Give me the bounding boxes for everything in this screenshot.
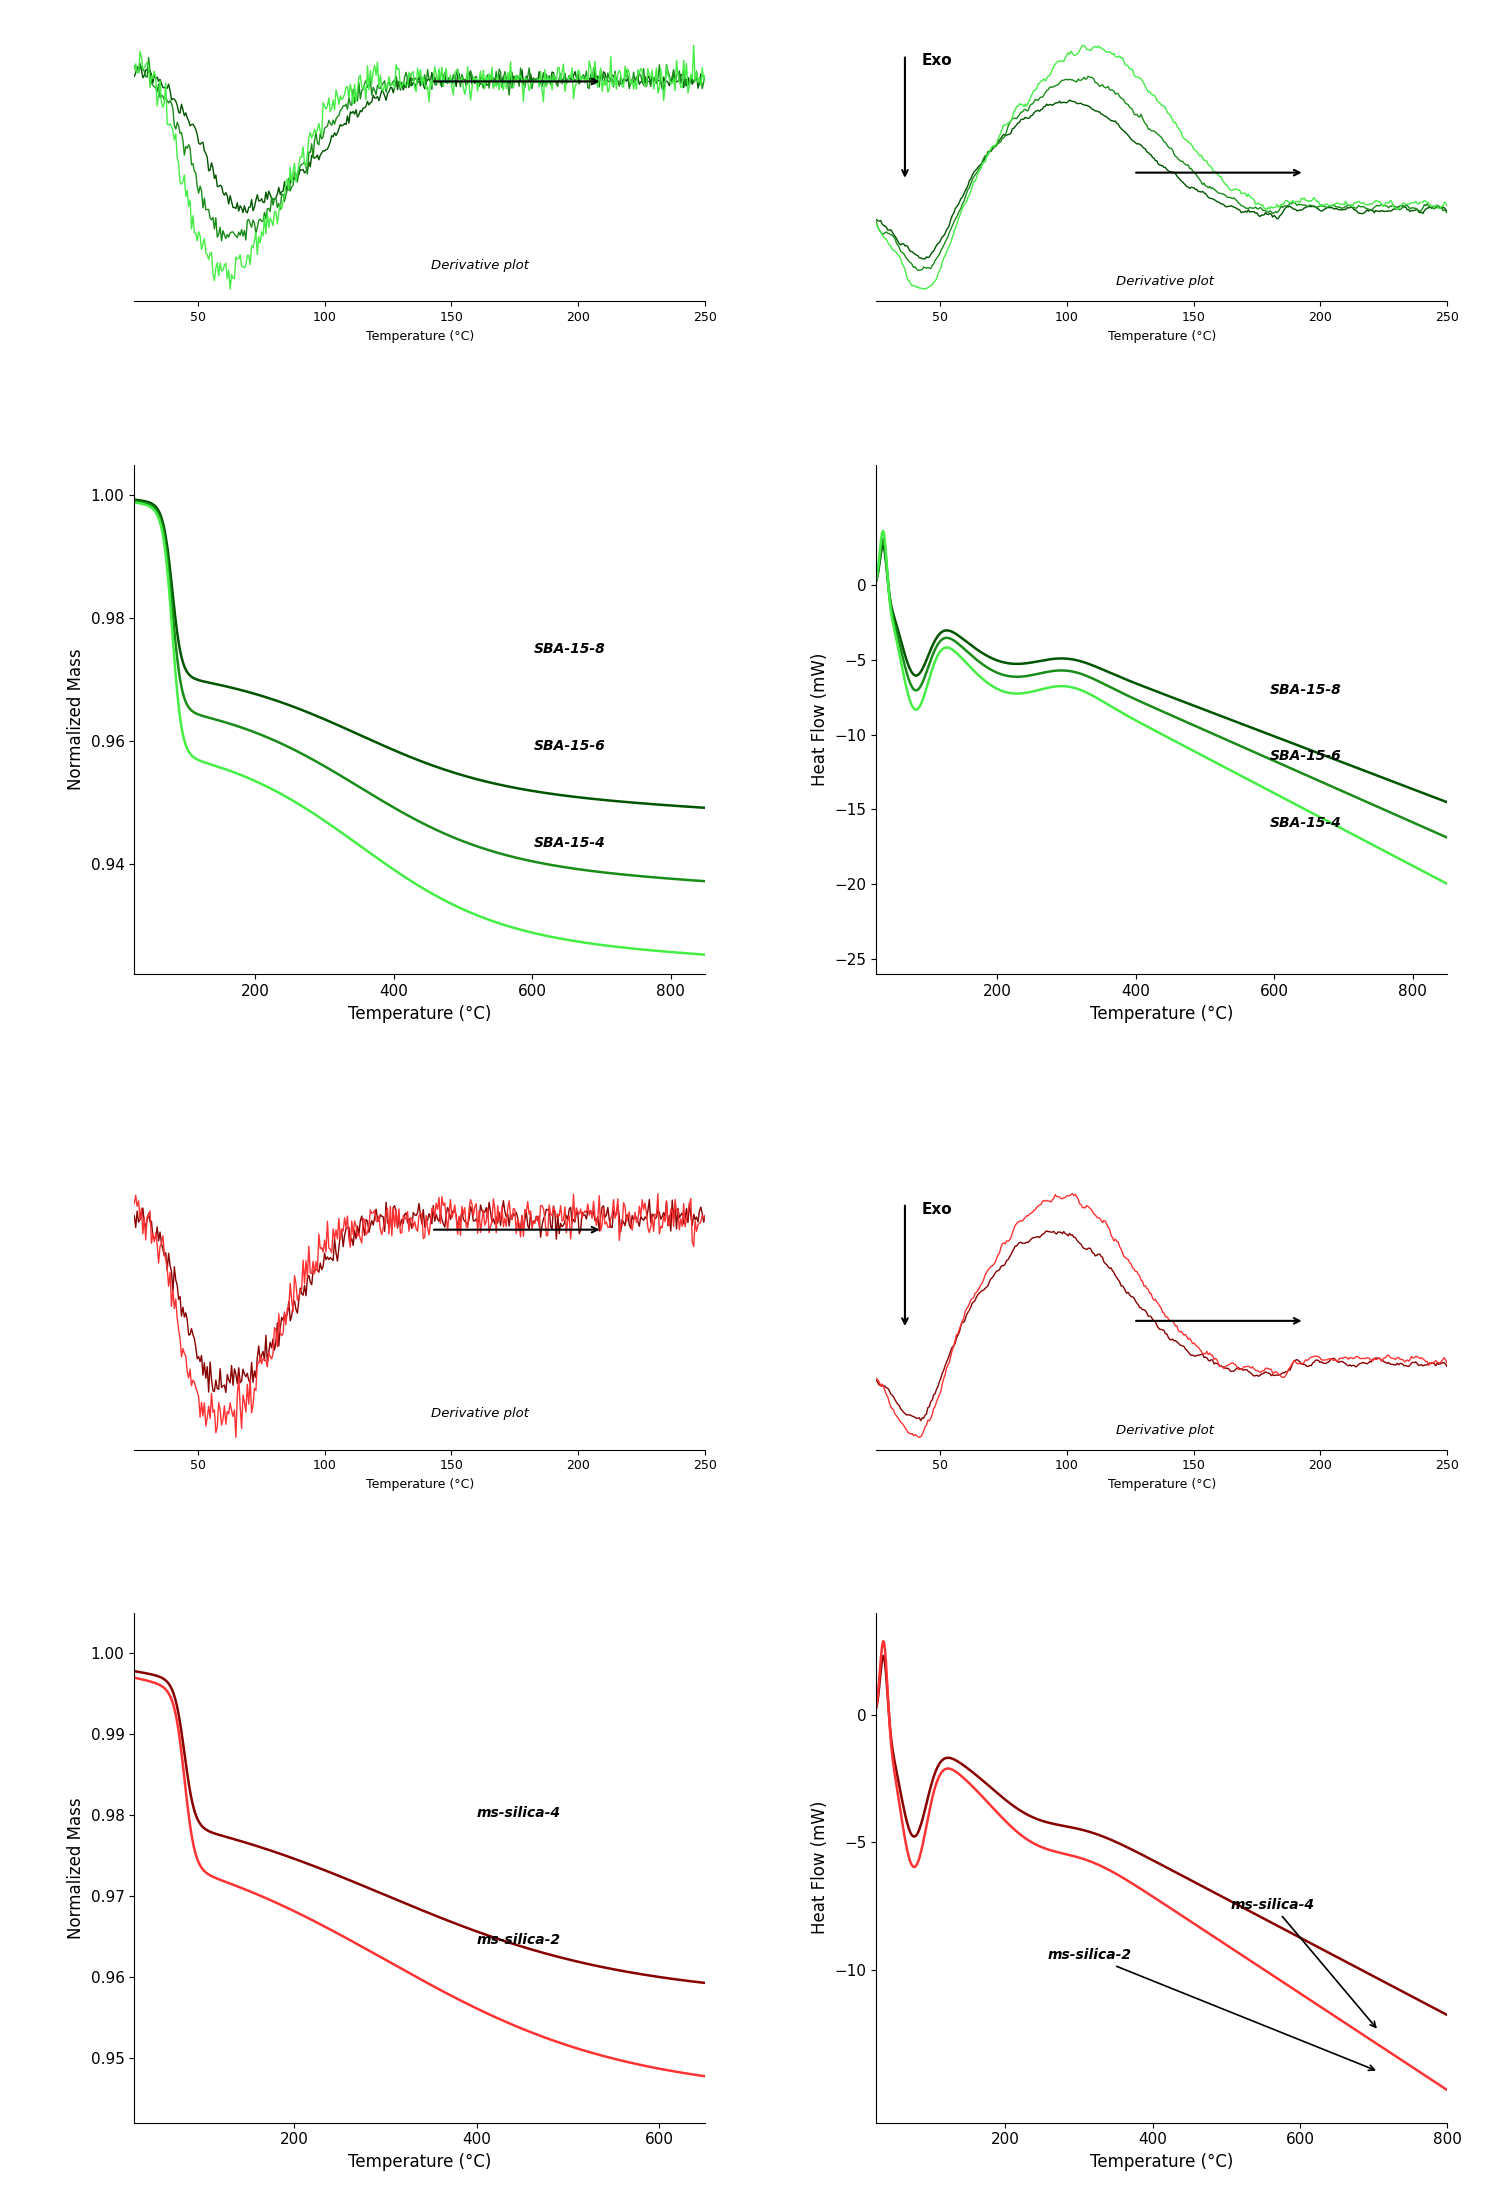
- Text: Derivative plot: Derivative plot: [431, 1408, 530, 1419]
- X-axis label: Temperature (°C): Temperature (°C): [366, 1477, 474, 1490]
- Text: ms-silica-2: ms-silica-2: [1047, 1948, 1374, 2069]
- Text: Exo: Exo: [922, 53, 953, 69]
- Text: SBA-15-4: SBA-15-4: [1270, 816, 1341, 829]
- Y-axis label: Heat Flow (mW): Heat Flow (mW): [812, 1802, 830, 1935]
- Text: Derivative plot: Derivative plot: [1116, 276, 1214, 287]
- Y-axis label: Normalized Mass: Normalized Mass: [67, 648, 85, 789]
- Text: SBA-15-4: SBA-15-4: [534, 836, 606, 849]
- X-axis label: Temperature (°C): Temperature (°C): [348, 1004, 491, 1024]
- Text: Derivative plot: Derivative plot: [1116, 1424, 1214, 1437]
- X-axis label: Temperature (°C): Temperature (°C): [348, 2154, 491, 2171]
- X-axis label: Temperature (°C): Temperature (°C): [1107, 1477, 1216, 1490]
- X-axis label: Temperature (°C): Temperature (°C): [1091, 1004, 1234, 1024]
- X-axis label: Temperature (°C): Temperature (°C): [1107, 329, 1216, 343]
- Text: ms-silica-4: ms-silica-4: [1231, 1897, 1376, 2027]
- Text: SBA-15-8: SBA-15-8: [1270, 683, 1341, 696]
- Text: Derivative plot: Derivative plot: [431, 259, 530, 272]
- Text: Exo: Exo: [922, 1201, 953, 1216]
- Text: SBA-15-6: SBA-15-6: [534, 738, 606, 754]
- Y-axis label: Normalized Mass: Normalized Mass: [67, 1798, 85, 1939]
- X-axis label: Temperature (°C): Temperature (°C): [366, 329, 474, 343]
- Y-axis label: Heat Flow (mW): Heat Flow (mW): [812, 652, 830, 787]
- Text: SBA-15-6: SBA-15-6: [1270, 750, 1341, 763]
- Text: ms-silica-2: ms-silica-2: [477, 1932, 561, 1948]
- X-axis label: Temperature (°C): Temperature (°C): [1091, 2154, 1234, 2171]
- Text: ms-silica-4: ms-silica-4: [477, 1806, 561, 1820]
- Text: SBA-15-8: SBA-15-8: [534, 641, 606, 657]
